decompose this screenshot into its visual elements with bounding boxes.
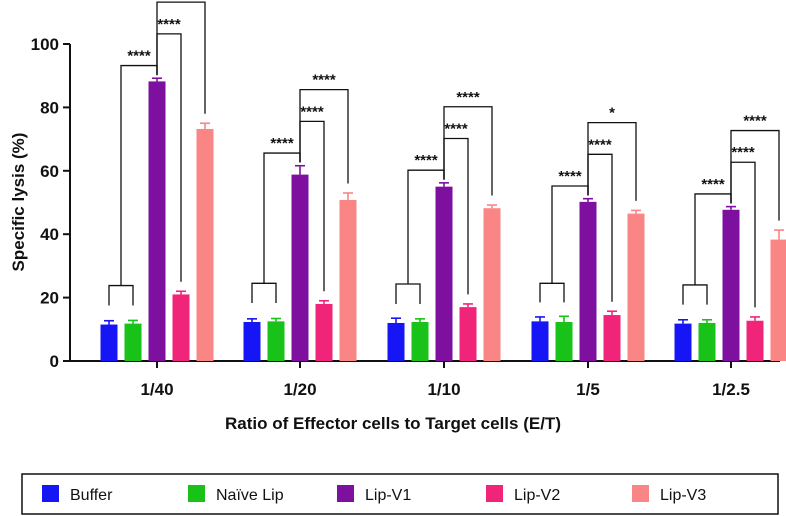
bar: [196, 128, 214, 361]
bar: [435, 186, 453, 361]
x-tick-label: 1/20: [283, 380, 316, 399]
bar: [124, 323, 142, 361]
significance-label: ****: [731, 144, 755, 161]
bar: [531, 321, 549, 361]
significance-label: ****: [701, 176, 725, 193]
legend-swatch: [42, 485, 59, 502]
bar: [148, 81, 166, 361]
bar: [243, 322, 261, 361]
legend-label: Buffer: [70, 487, 113, 504]
bar: [555, 322, 573, 361]
significance-bracket: [730, 129, 780, 221]
significance-bracket: [443, 106, 493, 196]
legend-swatch: [486, 485, 503, 502]
significance-bracket: [682, 284, 708, 305]
significance-label: ****: [270, 135, 294, 152]
y-axis-title: Specific lysis (%): [9, 133, 28, 272]
significance-bracket: [108, 284, 134, 306]
bar: [172, 294, 190, 361]
legend-label: Lip-V2: [514, 487, 560, 504]
y-tick-label: 100: [31, 35, 59, 54]
significance-label: *: [609, 105, 615, 122]
bar: [459, 307, 477, 361]
x-tick-label: 1/5: [576, 380, 600, 399]
y-tick-label: 20: [40, 289, 59, 308]
significance-label: ****: [558, 168, 582, 185]
y-tick-label: 60: [40, 162, 59, 181]
bar: [267, 321, 285, 361]
legend-label: Lip-V3: [660, 487, 706, 504]
significance-bracket: [395, 283, 421, 304]
bar: [387, 322, 405, 361]
legend-swatch: [188, 485, 205, 502]
bar: [627, 213, 645, 361]
x-tick-label: 1/10: [427, 380, 460, 399]
legend-swatch: [337, 485, 354, 502]
significance-bracket: [156, 1, 206, 114]
significance-label: ****: [444, 120, 468, 137]
bar: [315, 303, 333, 361]
y-tick-label: 40: [40, 225, 59, 244]
significance-bracket: [251, 282, 277, 303]
y-tick-label: 0: [50, 352, 59, 371]
legend-label: Lip-V1: [365, 487, 411, 504]
significance-label: ****: [312, 72, 336, 89]
x-tick-label: 1/40: [140, 380, 173, 399]
significance-bracket: [587, 121, 637, 201]
bar: [411, 322, 429, 361]
bar: [746, 320, 764, 361]
significance-label: ****: [157, 16, 181, 33]
significance-bracket: [299, 88, 349, 184]
bar: [100, 324, 118, 361]
bar: [770, 239, 786, 361]
legend-swatch: [632, 485, 649, 502]
legend-box: [21, 473, 779, 515]
bar: [674, 323, 692, 361]
bar: [483, 208, 501, 361]
bar: [698, 322, 716, 361]
significance-label: ****: [743, 113, 767, 130]
x-axis-title: Ratio of Effector cells to Target cells …: [225, 414, 561, 433]
significance-label: ****: [127, 48, 151, 65]
significance-label: ****: [300, 103, 324, 120]
significance-label: ****: [169, 0, 193, 1]
bar: [339, 199, 357, 361]
bar: [291, 174, 309, 361]
legend: Buffer Naïve Lip Lip-V1 Lip-V2 Lip-V3: [21, 473, 779, 515]
significance-label: ****: [588, 136, 612, 153]
significance-label: ****: [414, 152, 438, 169]
bar: [579, 201, 597, 361]
legend-label: Naïve Lip: [216, 487, 284, 504]
significance-label: ****: [456, 89, 480, 106]
x-tick-label: 1/2.5: [712, 380, 750, 399]
significance-bracket: [539, 282, 565, 303]
y-tick-label: 80: [40, 98, 59, 117]
bar: [603, 315, 621, 361]
bar: [722, 209, 740, 361]
